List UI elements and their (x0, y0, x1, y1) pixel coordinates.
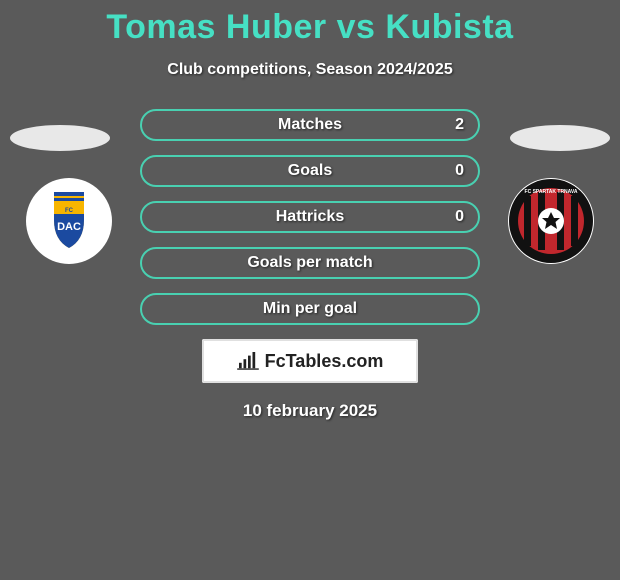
stat-value-right: 0 (455, 208, 464, 226)
stat-label: Hattricks (276, 208, 344, 226)
svg-text:FC SPARTAK TRNAVA: FC SPARTAK TRNAVA (525, 189, 578, 195)
page-title: Tomas Huber vs Kubista (0, 0, 620, 47)
player2-name: Kubista (385, 8, 513, 46)
stat-list: Matches 2 Goals 0 Hattricks 0 Goals per … (140, 109, 480, 325)
svg-text:FC: FC (65, 208, 74, 214)
stat-label: Goals per match (247, 254, 372, 272)
club-crest-left: FC DAC (26, 178, 112, 264)
stat-row-hattricks: Hattricks 0 (140, 201, 480, 233)
club-crest-right: FC SPARTAK TRNAVA (508, 178, 594, 264)
player1-photo-placeholder (10, 125, 110, 151)
stat-label: Matches (278, 116, 342, 134)
fc-dac-crest-icon: FC DAC (26, 178, 112, 264)
spartak-trnava-crest-icon: FC SPARTAK TRNAVA (508, 178, 594, 264)
stat-row-goals-per-match: Goals per match (140, 247, 480, 279)
attribution-text: FcTables.com (265, 351, 384, 372)
stat-row-min-per-goal: Min per goal (140, 293, 480, 325)
stat-label: Min per goal (263, 300, 357, 318)
date-label: 10 february 2025 (0, 401, 620, 421)
subtitle: Club competitions, Season 2024/2025 (0, 61, 620, 79)
stat-value-right: 2 (455, 116, 464, 134)
vs-label: vs (337, 8, 376, 46)
player1-name: Tomas Huber (106, 8, 326, 46)
stat-row-goals: Goals 0 (140, 155, 480, 187)
attribution-badge[interactable]: FcTables.com (202, 339, 418, 383)
bar-chart-icon (237, 352, 259, 370)
player2-photo-placeholder (510, 125, 610, 151)
stat-row-matches: Matches 2 (140, 109, 480, 141)
svg-text:DAC: DAC (57, 221, 81, 233)
stat-value-right: 0 (455, 162, 464, 180)
stat-label: Goals (288, 162, 332, 180)
infographic-container: Tomas Huber vs Kubista Club competitions… (0, 0, 620, 580)
